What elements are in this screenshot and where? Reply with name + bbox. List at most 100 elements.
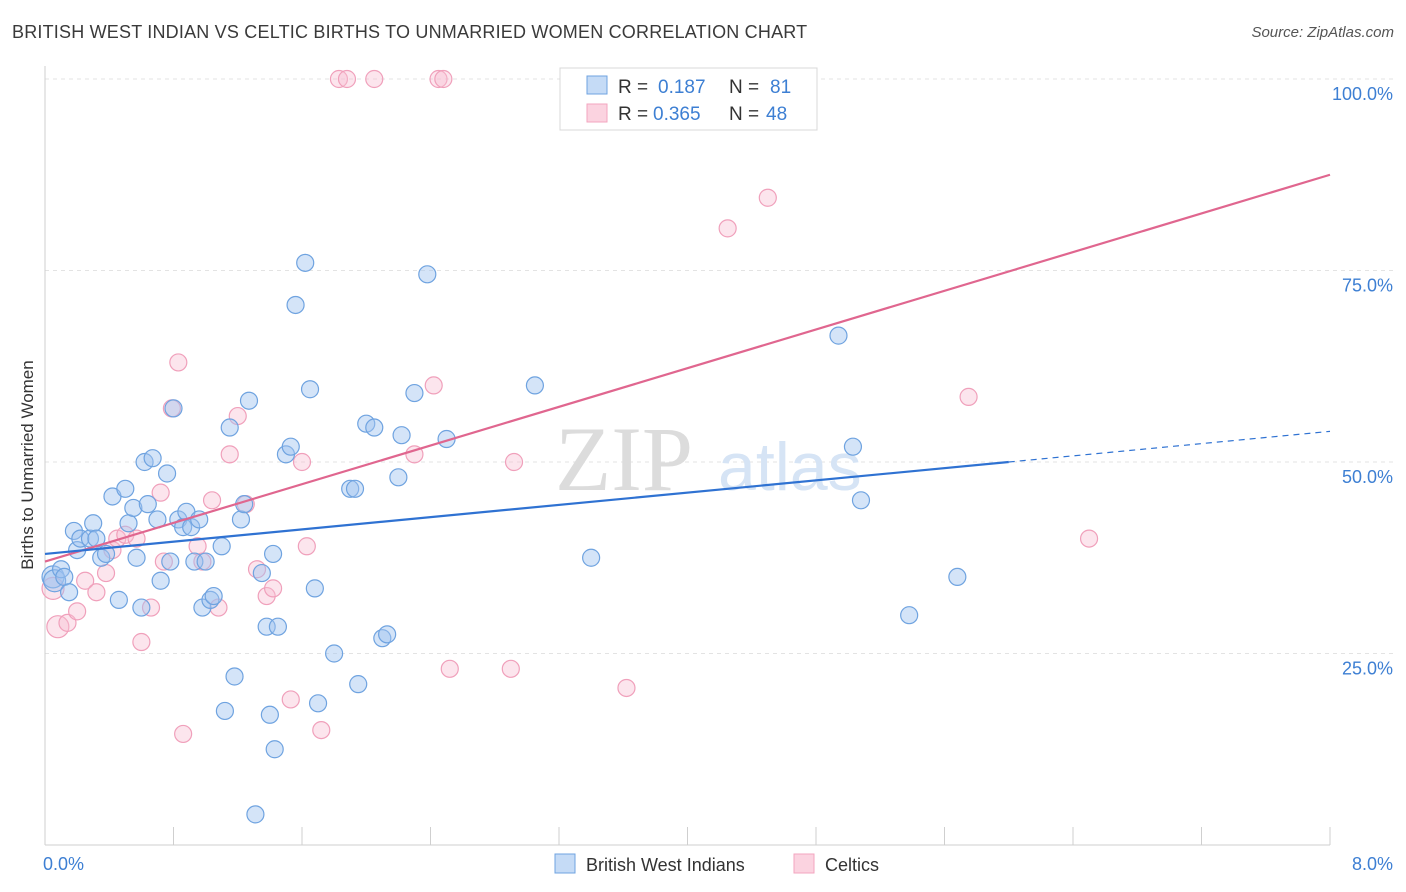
celtics-point bbox=[292, 452, 312, 472]
british-west-indians-point bbox=[190, 510, 209, 529]
watermark-zip: ZIP bbox=[555, 408, 693, 510]
british-west-indians-point bbox=[143, 449, 162, 468]
british-west-indians-trend-line bbox=[44, 460, 1009, 556]
celtics-point bbox=[959, 387, 978, 406]
british-west-indians-point bbox=[851, 491, 871, 510]
celtics-point bbox=[297, 537, 316, 556]
legend-blue-r-label: R = bbox=[618, 77, 648, 98]
british-west-indians-point bbox=[164, 399, 183, 418]
british-west-indians-point bbox=[305, 579, 324, 598]
british-west-indians-point bbox=[296, 253, 315, 272]
x-tick-labels: 0.0% 8.0% bbox=[43, 854, 1393, 874]
celtics-point bbox=[758, 188, 777, 207]
celtics-point bbox=[424, 376, 443, 395]
legend-top: R = 0.187 N = 81 R = 0.365 N = 48 bbox=[559, 67, 818, 131]
x-tick-label-min: 0.0% bbox=[43, 854, 84, 874]
british-west-indians-point bbox=[124, 498, 143, 518]
british-west-indians-point bbox=[345, 479, 365, 498]
british-west-indians-point bbox=[119, 514, 138, 533]
british-west-indians-point bbox=[220, 418, 239, 437]
legend-pink-n-value: 48 bbox=[766, 104, 787, 125]
british-west-indians-point bbox=[151, 571, 170, 590]
celtics-point bbox=[312, 720, 331, 740]
british-west-indians-point bbox=[948, 567, 967, 587]
british-west-indians-point bbox=[265, 740, 284, 759]
celtics-point bbox=[429, 69, 448, 89]
source-credit: Source: ZipAtlas.com bbox=[1251, 24, 1394, 41]
british-west-indians-point bbox=[109, 590, 128, 609]
grid-lines bbox=[45, 78, 1395, 654]
watermark-atlas: atlas bbox=[718, 429, 862, 505]
british-west-indians-point bbox=[96, 544, 116, 564]
british-west-indians-point bbox=[308, 694, 328, 713]
british-west-indians-point bbox=[418, 265, 437, 284]
celtics-point bbox=[220, 445, 239, 464]
british-west-indians-point bbox=[341, 479, 360, 498]
celtics-points bbox=[41, 69, 1099, 744]
british-west-indians-trend-extension bbox=[1008, 430, 1331, 463]
celtics-point bbox=[617, 678, 636, 698]
y-tick-label: 100.0% bbox=[1332, 84, 1393, 104]
british-west-indians-point bbox=[71, 529, 90, 548]
celtics-point bbox=[174, 724, 193, 744]
y-tick-label: 25.0% bbox=[1342, 659, 1393, 679]
celtics-point bbox=[1079, 529, 1099, 548]
british-west-indians-points bbox=[41, 253, 967, 824]
chart-title: BRITISH WEST INDIAN VS CELTIC BIRTHS TO … bbox=[12, 22, 808, 42]
legend-bottom-pink-swatch bbox=[793, 853, 815, 874]
celtics-point bbox=[141, 598, 161, 617]
celtics-trend-line bbox=[44, 173, 1331, 563]
celtics-point bbox=[202, 491, 222, 510]
british-west-indians-point bbox=[268, 617, 288, 636]
british-west-indians-point bbox=[43, 569, 67, 593]
british-west-indians-point bbox=[582, 548, 601, 567]
british-west-indians-point bbox=[365, 418, 384, 437]
celtics-point bbox=[132, 632, 151, 652]
british-west-indians-point bbox=[252, 563, 271, 583]
celtics-point bbox=[434, 69, 453, 89]
celtics-point bbox=[46, 615, 70, 639]
y-tick-label: 50.0% bbox=[1342, 467, 1393, 487]
celtics-point bbox=[169, 353, 188, 372]
british-west-indians-point bbox=[127, 548, 146, 567]
british-west-indians-point bbox=[378, 625, 397, 644]
british-west-indians-point bbox=[405, 383, 424, 403]
british-west-indians-point bbox=[325, 644, 344, 663]
y-tick-label: 75.0% bbox=[1342, 276, 1393, 296]
celtics-point bbox=[281, 690, 300, 709]
legend-blue-n-label: N = bbox=[729, 77, 759, 98]
british-west-indians-point bbox=[281, 437, 300, 456]
british-west-indians-point bbox=[843, 437, 863, 456]
british-west-indians-point bbox=[389, 468, 408, 487]
british-west-indians-point bbox=[300, 380, 320, 399]
x-tick-label-max: 8.0% bbox=[1352, 854, 1393, 874]
legend-bottom-blue-label: British West Indians bbox=[586, 855, 745, 875]
celtics-point bbox=[68, 602, 87, 621]
watermark: ZIP atlas bbox=[555, 408, 862, 510]
british-west-indians-point bbox=[239, 391, 259, 410]
british-west-indians-point bbox=[84, 514, 103, 533]
celtics-point bbox=[718, 219, 737, 238]
celtics-point bbox=[337, 69, 357, 89]
legend-pink-r-label: R = bbox=[618, 104, 648, 125]
legend-bottom: British West Indians Celtics bbox=[554, 853, 879, 875]
axes bbox=[44, 66, 1331, 846]
celtics-point bbox=[263, 579, 283, 598]
celtics-point bbox=[151, 483, 170, 502]
celtics-point bbox=[501, 659, 520, 678]
celtics-point bbox=[365, 69, 384, 89]
legend-bottom-pink-label: Celtics bbox=[825, 855, 879, 875]
british-west-indians-point bbox=[116, 479, 135, 498]
british-west-indians-point bbox=[212, 537, 231, 556]
british-west-indians-point bbox=[157, 464, 177, 483]
british-west-indians-point bbox=[215, 701, 234, 721]
british-west-indians-point bbox=[263, 544, 283, 564]
trend-lines bbox=[44, 173, 1331, 563]
y-tick-labels: 100.0% 75.0% 50.0% 25.0% bbox=[1332, 84, 1393, 679]
british-west-indians-point bbox=[132, 598, 151, 617]
british-west-indians-point bbox=[829, 326, 848, 345]
legend-blue-r-value: 0.187 bbox=[658, 77, 706, 98]
british-west-indians-point bbox=[138, 495, 157, 514]
british-west-indians-point bbox=[204, 586, 223, 606]
